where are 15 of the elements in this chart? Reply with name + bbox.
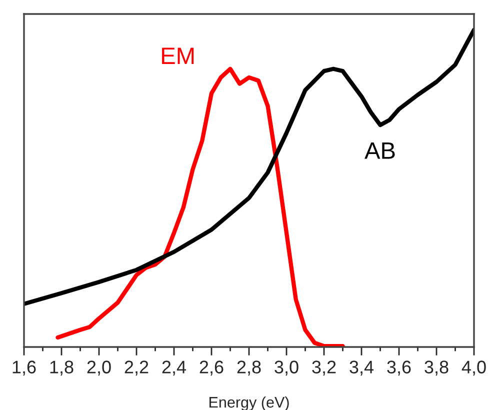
x-tick-label: 3,4 [350,360,374,376]
x-tick-label: 2,8 [237,360,261,376]
series-label: EM [162,48,194,64]
x-tick-label: 1,6 [12,360,36,376]
x-tick-label: 3,0 [274,360,298,376]
x-tick-label: 2,0 [87,360,111,376]
x-tick-label: 2,6 [200,360,224,376]
x-tick-label: 1,8 [50,360,74,376]
x-tick-label: 3,6 [387,360,411,376]
x-tick-label: 2,4 [162,360,186,376]
series-label: AB [364,142,395,159]
x-tick-label: 3,2 [312,360,336,376]
x-tick-label: 2,2 [124,360,148,376]
x-tick-label: 3,8 [424,360,448,376]
x-tick-label: 4,0 [462,360,486,376]
